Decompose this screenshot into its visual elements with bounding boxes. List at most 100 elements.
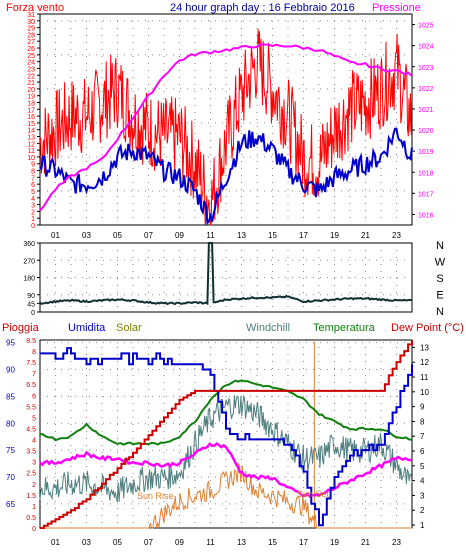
wind-tick-label: 16	[27, 114, 35, 121]
hour-tick-label: 15	[268, 231, 277, 240]
hour-tick-label: 01	[51, 231, 60, 240]
pressure-tick-label: 1020	[418, 128, 434, 135]
hour-tick-label: 07	[144, 231, 153, 240]
solar-line	[40, 462, 412, 529]
rain-tick-label: 0	[32, 526, 36, 533]
hour-tick-label: 23	[392, 231, 401, 240]
rain-tick-label: 1	[32, 504, 36, 511]
wind-axis-ticks: 0123456789101112131415161718192021222324…	[27, 12, 40, 230]
pressure-tick-label: 1017	[418, 191, 434, 198]
hour-tick-label: 01	[51, 538, 60, 547]
direction-tick-label: 270	[23, 258, 35, 265]
rain-tick-label: 6.5	[26, 382, 36, 389]
pressure-tick-label: 1022	[418, 86, 434, 93]
windchill-line	[39, 394, 413, 502]
hour-tick-label: 09	[175, 538, 184, 547]
wind-tick-label: 5	[31, 189, 35, 196]
chart-title: 24 hour graph day : 16 Febbraio 2016	[170, 2, 355, 14]
wind-tick-label: 1	[31, 216, 35, 223]
solar-legend-label: Solar	[116, 322, 142, 334]
wind-tick-label: 19	[27, 94, 35, 101]
rain-tick-label: 3.5	[26, 449, 36, 456]
rain-tick-label: 4	[32, 438, 36, 445]
temperature-tick-label: 8	[420, 417, 425, 426]
rain-tick-label: 5.5	[26, 404, 36, 411]
pressure-tick-label: 1025	[418, 23, 434, 30]
wind-average-line	[39, 127, 413, 226]
humidity-tick-label: 65	[6, 500, 15, 509]
hour-tick-label: 23	[392, 538, 401, 547]
wind-tick-label: 6	[31, 182, 35, 189]
humidity-tick-label: 75	[6, 446, 15, 455]
direction-tick-label: 45	[27, 301, 35, 308]
wind-direction-line	[39, 242, 413, 306]
temperature-tick-label: 7	[420, 432, 425, 441]
hour-tick-label: 17	[299, 538, 308, 547]
hour-tick-label: 19	[330, 231, 339, 240]
rain-tick-label: 1.5	[26, 493, 36, 500]
humidity-axis-ticks: 65 70 75 80 85 90 95	[6, 339, 15, 509]
wind-tick-label: 14	[27, 128, 35, 135]
wind-tick-label: 21	[27, 80, 35, 87]
wind-tick-label: 30	[27, 19, 35, 26]
hour-tick-label: 13	[237, 538, 246, 547]
temperature-tick-label: 10	[420, 388, 429, 397]
wind-tick-label: 8	[31, 169, 35, 176]
direction-tick-label: 90	[27, 293, 35, 300]
humidity-tick-label: 80	[6, 419, 15, 428]
direction-series	[39, 242, 413, 306]
compass-label: N	[436, 306, 444, 318]
sunrise-annotation: Sun Rise	[137, 491, 174, 501]
bottom-series	[39, 340, 413, 529]
direction-tick-label: 360	[23, 241, 35, 248]
wind-tick-label: 29	[27, 26, 35, 33]
humidity-tick-label: 85	[6, 392, 15, 401]
temperature-tick-label: 2	[420, 506, 425, 515]
humidity-tick-label: 95	[6, 339, 15, 348]
direction-tick-label: 0	[31, 310, 35, 317]
dewpoint-line	[39, 441, 413, 499]
rain-tick-label: 4.5	[26, 426, 36, 433]
wind-speed-line	[39, 28, 413, 226]
humidity-line	[40, 347, 413, 527]
dewpoint-axis-title: Dew Point (°C)	[391, 322, 464, 334]
wind-tick-label: 12	[27, 141, 35, 148]
hour-tick-label: 03	[82, 231, 91, 240]
rain-tick-label: 6	[32, 393, 36, 400]
sunset-annotation: Sun Set	[297, 489, 330, 499]
hour-tick-label: 05	[113, 231, 122, 240]
wind-tick-label: 26	[27, 46, 35, 53]
temperature-tick-label: 4	[420, 477, 425, 486]
wind-tick-label: 31	[27, 12, 35, 19]
rain-tick-label: 8	[32, 349, 36, 356]
rain-tick-label: 2	[32, 482, 36, 489]
hour-axis-ticks-top: 01 03 05 07 09 11 13 15 17 19 21 23	[51, 231, 401, 240]
wind-tick-label: 11	[28, 148, 35, 155]
compass-label: S	[436, 273, 443, 285]
pressure-tick-label: 1019	[418, 149, 434, 156]
wind-tick-label: 7	[31, 175, 35, 182]
rain-tick-label: 7	[32, 371, 36, 378]
temperature-legend-label: Temperatura	[313, 322, 376, 334]
temperature-tick-label: 13	[420, 343, 429, 352]
rain-tick-label: 2.5	[26, 471, 36, 478]
wind-tick-label: 2	[31, 209, 35, 216]
hour-tick-label: 21	[361, 231, 370, 240]
pressure-axis-ticks: 1016 1017 1018 1019 1020 1021 1022 1023 1024 1025	[412, 23, 434, 219]
rain-tick-label: 8.5	[26, 338, 36, 345]
wind-tick-label: 28	[27, 32, 35, 39]
hour-tick-label: 03	[82, 538, 91, 547]
rain-axis-ticks: 0 0.5 1 1.5 2 2.5 3 3.5 4 4.5 5 5.5 6 6.5 7 7.5 8 8.5	[26, 338, 36, 533]
temperature-tick-label: 9	[420, 403, 425, 412]
temperature-tick-label: 3	[420, 491, 425, 500]
wind-tick-label: 3	[31, 203, 35, 210]
compass-label: W	[435, 257, 446, 269]
wind-tick-label: 13	[27, 135, 35, 142]
wind-tick-label: 18	[27, 100, 35, 107]
hour-tick-label: 09	[175, 231, 184, 240]
hour-tick-label: 21	[361, 538, 370, 547]
hour-axis-ticks-bottom: 01 03 05 07 09 11 13 15 17 19 21 23	[51, 538, 401, 547]
temperature-tick-label: 1	[420, 521, 425, 530]
temperature-tick-label: 11	[420, 373, 429, 382]
